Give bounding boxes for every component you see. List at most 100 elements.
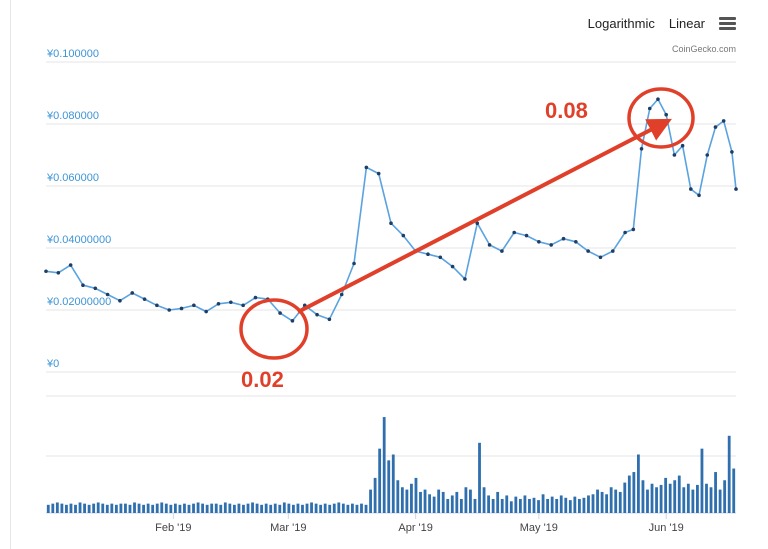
- volume-bar: [355, 504, 359, 513]
- y-tick-label: ¥0.04000000: [46, 234, 111, 246]
- price-point: [647, 106, 652, 111]
- price-point: [705, 153, 710, 157]
- price-point: [44, 269, 48, 274]
- volume-bar: [487, 495, 491, 513]
- volume-bar: [537, 500, 540, 513]
- volume-bar: [700, 448, 704, 513]
- volume-bar: [400, 487, 404, 513]
- price-point: [537, 240, 541, 244]
- volume-bar: [378, 448, 382, 513]
- y-tick-label: ¥0.02000000: [46, 296, 111, 308]
- volume-bars: [46, 417, 736, 513]
- price-series: [44, 97, 738, 323]
- volume-bar: [523, 495, 527, 513]
- volume-bar: [246, 503, 250, 513]
- volume-bar: [405, 489, 409, 513]
- x-tick-label: May '19: [520, 522, 558, 534]
- volume-bar: [164, 503, 168, 513]
- volume-bar: [568, 500, 572, 513]
- volume-bar: [242, 504, 245, 513]
- volume-bar: [732, 468, 736, 513]
- price-point: [339, 292, 344, 297]
- volume-bar: [587, 495, 590, 513]
- price-point: [623, 230, 627, 235]
- price-point: [463, 277, 467, 281]
- volume-bar: [482, 487, 486, 513]
- volume-bar: [273, 503, 277, 513]
- volume-bar: [518, 498, 522, 513]
- volume-bar: [96, 502, 100, 513]
- x-axis-ticks: Feb '19 Mar '19 Apr '19 May '19 Jun '19: [155, 513, 684, 534]
- volume-bar: [641, 480, 645, 513]
- price-point: [290, 319, 295, 323]
- price-point: [167, 308, 172, 312]
- volume-bar: [382, 417, 386, 513]
- x-tick-label: Mar '19: [270, 522, 306, 534]
- volume-bar: [573, 496, 577, 513]
- volume-bar: [223, 502, 227, 513]
- price-point: [204, 309, 208, 314]
- volume-bar: [237, 503, 241, 513]
- volume-bar: [469, 489, 472, 513]
- volume-bar: [282, 502, 286, 513]
- x-tick-label: Apr '19: [398, 522, 433, 534]
- volume-bar: [105, 504, 109, 513]
- volume-bar: [264, 503, 268, 513]
- price-point: [352, 261, 356, 266]
- high-point-annotation: 0.08: [545, 98, 588, 123]
- volume-bar: [319, 504, 323, 513]
- volume-bar: [714, 472, 717, 513]
- volume-bar: [600, 491, 604, 513]
- volume-bar: [623, 482, 627, 513]
- price-point: [549, 243, 553, 247]
- price-point: [376, 171, 381, 176]
- volume-bar: [69, 503, 73, 513]
- volume-bar: [387, 460, 391, 513]
- volume-bar: [432, 496, 436, 513]
- price-point: [656, 97, 660, 101]
- price-point: [93, 286, 98, 291]
- volume-bar: [723, 480, 727, 513]
- logarithmic-scale-button[interactable]: Logarithmic: [587, 16, 655, 31]
- volume-bar: [133, 502, 136, 513]
- volume-bar: [686, 483, 690, 513]
- volume-bar: [146, 503, 150, 513]
- volume-bar: [83, 503, 86, 513]
- price-point: [401, 233, 406, 238]
- volume-bar: [291, 504, 295, 513]
- volume-bar: [659, 484, 663, 513]
- volume-bar: [428, 494, 431, 513]
- volume-bar: [655, 487, 658, 513]
- volume-bar: [305, 503, 309, 513]
- volume-bar: [559, 495, 563, 513]
- volume-bar: [219, 504, 223, 513]
- price-point: [500, 249, 504, 253]
- price-point: [315, 312, 319, 317]
- volume-bar: [446, 498, 450, 513]
- volume-bar: [577, 498, 581, 513]
- volume-bar: [60, 503, 64, 513]
- volume-bar: [373, 477, 377, 513]
- volume-bar: [155, 503, 159, 513]
- volume-bar: [664, 477, 668, 513]
- price-point: [105, 292, 110, 297]
- volume-bar: [269, 504, 273, 513]
- price-point: [438, 255, 443, 260]
- volume-bar: [646, 489, 649, 513]
- volume-bar: [232, 504, 236, 513]
- hamburger-menu-icon[interactable]: [719, 17, 736, 30]
- volume-bar: [532, 497, 536, 513]
- volume-bar: [528, 498, 531, 513]
- volume-bar: [546, 498, 550, 513]
- volume-bar: [437, 489, 441, 513]
- price-point: [631, 227, 636, 232]
- linear-scale-button[interactable]: Linear: [668, 16, 705, 31]
- volume-bar: [450, 495, 454, 513]
- volume-bar: [636, 454, 640, 513]
- volume-bar: [410, 483, 413, 513]
- volume-bar: [337, 502, 341, 513]
- price-point: [697, 193, 701, 198]
- volume-bar: [114, 504, 118, 513]
- volume-bar: [128, 504, 132, 513]
